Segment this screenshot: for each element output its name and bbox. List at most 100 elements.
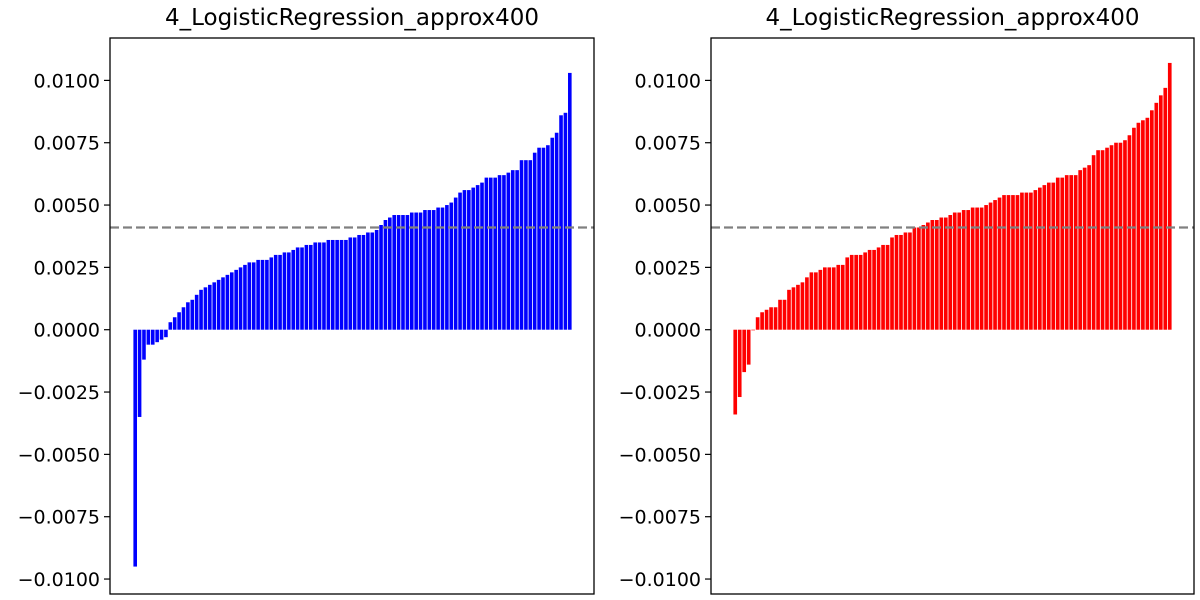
bar <box>881 244 885 330</box>
bar <box>295 247 300 330</box>
bar <box>497 175 502 330</box>
bar <box>449 202 454 330</box>
bar <box>814 272 818 330</box>
y-tick-label: 0.0100 <box>34 70 100 92</box>
bar <box>787 289 791 330</box>
bar <box>1163 87 1168 330</box>
bar <box>229 272 234 330</box>
bar <box>1118 142 1123 330</box>
bar <box>890 237 894 330</box>
bar <box>782 299 787 330</box>
bar <box>939 217 944 330</box>
bar <box>431 210 436 330</box>
bar <box>344 239 348 330</box>
axes-frame <box>710 37 1195 595</box>
y-tick-label: −0.0075 <box>18 507 100 529</box>
bar <box>818 269 823 330</box>
bar <box>313 242 317 330</box>
bar <box>291 249 296 330</box>
bar <box>746 329 751 365</box>
bar <box>330 239 335 330</box>
bar <box>405 215 410 330</box>
bar <box>934 220 939 330</box>
bar <box>1051 182 1056 330</box>
bar <box>137 329 142 417</box>
bar <box>1123 140 1127 330</box>
bar <box>1087 165 1091 330</box>
bar <box>423 210 427 330</box>
bar <box>979 207 984 330</box>
bar <box>823 267 827 330</box>
bar <box>181 307 186 330</box>
y-tick-label: 0.0075 <box>635 133 701 155</box>
bar <box>760 312 764 330</box>
y-tick-label: −0.0025 <box>619 382 701 404</box>
bar <box>453 197 458 330</box>
bar <box>926 222 930 330</box>
bar <box>1096 150 1100 330</box>
bar <box>524 160 528 330</box>
bar <box>1073 175 1078 330</box>
y-tick-label: 0.0075 <box>34 133 100 155</box>
bar <box>309 244 313 330</box>
bar <box>917 227 921 330</box>
bar <box>1033 190 1038 330</box>
bar <box>150 329 155 345</box>
bar <box>858 254 863 330</box>
bar <box>1154 102 1159 330</box>
bar <box>903 232 908 330</box>
bar <box>515 170 519 330</box>
bar <box>1069 175 1074 330</box>
bar <box>1109 145 1114 330</box>
bar <box>348 237 353 330</box>
bar <box>528 160 533 330</box>
bar <box>908 232 912 330</box>
bar <box>484 177 489 330</box>
y-tick-label: 0.0025 <box>34 257 100 279</box>
bar <box>502 175 506 330</box>
bar <box>1145 117 1150 330</box>
bar <box>282 252 287 330</box>
bar <box>238 267 243 330</box>
bar <box>287 252 291 330</box>
bar <box>190 299 195 330</box>
bar <box>317 242 322 330</box>
bar <box>243 264 247 330</box>
bar <box>361 234 366 330</box>
bar <box>867 249 872 330</box>
bar <box>458 192 462 330</box>
bar <box>273 254 278 330</box>
bar <box>1150 110 1154 330</box>
chart-title: 4_LogisticRegression_approx400 <box>765 5 1139 31</box>
chart-panel-2: 0.0100 0.0075 0.0050 0.0025 0.0000 −0.0025 −0.… <box>619 5 1195 595</box>
bar <box>1046 182 1051 330</box>
bar <box>251 262 256 330</box>
bar <box>948 215 953 330</box>
bar <box>194 294 199 330</box>
bar <box>335 239 339 330</box>
bar <box>256 259 260 330</box>
bar <box>742 329 747 373</box>
y-tick-label: −0.0050 <box>18 444 100 466</box>
bar <box>488 177 493 330</box>
bar <box>203 287 208 330</box>
bar <box>733 329 738 415</box>
bar <box>755 317 760 330</box>
bar <box>462 190 467 330</box>
bar <box>1091 155 1096 330</box>
y-tick-label: 0.0050 <box>635 195 701 217</box>
bar <box>1006 195 1011 330</box>
bar <box>1141 120 1145 330</box>
bar <box>379 225 383 330</box>
bar <box>1038 187 1042 330</box>
bar <box>1060 177 1065 330</box>
bar <box>975 207 979 330</box>
bar <box>1002 195 1006 330</box>
bar <box>836 264 841 330</box>
bar <box>1020 192 1024 330</box>
bar <box>366 232 370 330</box>
bar <box>993 200 997 330</box>
bar <box>480 182 484 330</box>
y-tick-label: 0.0050 <box>34 195 100 217</box>
bar <box>155 329 159 343</box>
